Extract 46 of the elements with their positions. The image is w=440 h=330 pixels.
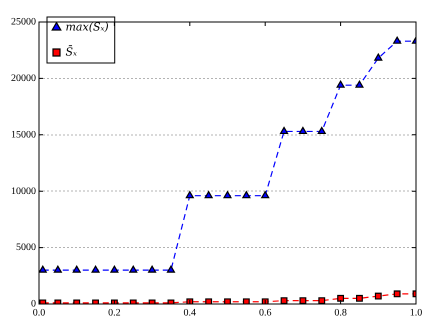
point	[39, 266, 47, 273]
point	[166, 266, 176, 273]
x-tick-label: 0.2	[108, 308, 121, 319]
x-tick-label: 0.8	[334, 308, 347, 319]
point	[129, 266, 138, 273]
legend-label: S̄ₓ	[66, 44, 78, 58]
point	[54, 266, 62, 273]
point	[148, 266, 156, 273]
point	[205, 298, 212, 304]
point	[374, 53, 382, 61]
point	[110, 266, 118, 273]
point	[224, 298, 231, 304]
point	[242, 298, 250, 304]
point	[355, 80, 364, 88]
y-tick-label: 0	[31, 298, 36, 310]
y-tick-label: 5000	[16, 242, 36, 254]
point	[168, 299, 174, 304]
point	[72, 266, 81, 273]
y-tick-label: 25000	[11, 16, 36, 28]
x-tick-label: 0.6	[258, 308, 272, 319]
y-tick-label: 15000	[11, 129, 36, 140]
point	[393, 36, 402, 44]
point	[223, 191, 232, 198]
x-tick-label: 1.0	[410, 308, 422, 319]
point	[280, 297, 288, 304]
point	[299, 297, 306, 304]
y-tick-label: 20000	[11, 73, 36, 84]
x-tick-label: 0.4	[184, 308, 196, 319]
point	[318, 126, 326, 134]
point	[318, 297, 326, 304]
point	[337, 294, 344, 302]
point	[280, 126, 288, 134]
point	[92, 299, 99, 304]
point	[336, 80, 345, 88]
point	[204, 191, 213, 198]
point	[242, 191, 250, 198]
legend-label: max(Sₓ)	[66, 20, 109, 34]
x-tick-label: 0.0	[32, 308, 46, 319]
y-tick-label: 10000	[11, 186, 36, 197]
point	[91, 266, 100, 273]
point	[394, 290, 401, 298]
point	[356, 294, 363, 302]
point	[186, 191, 194, 198]
point	[261, 191, 270, 198]
point	[374, 292, 382, 300]
point	[298, 126, 307, 134]
